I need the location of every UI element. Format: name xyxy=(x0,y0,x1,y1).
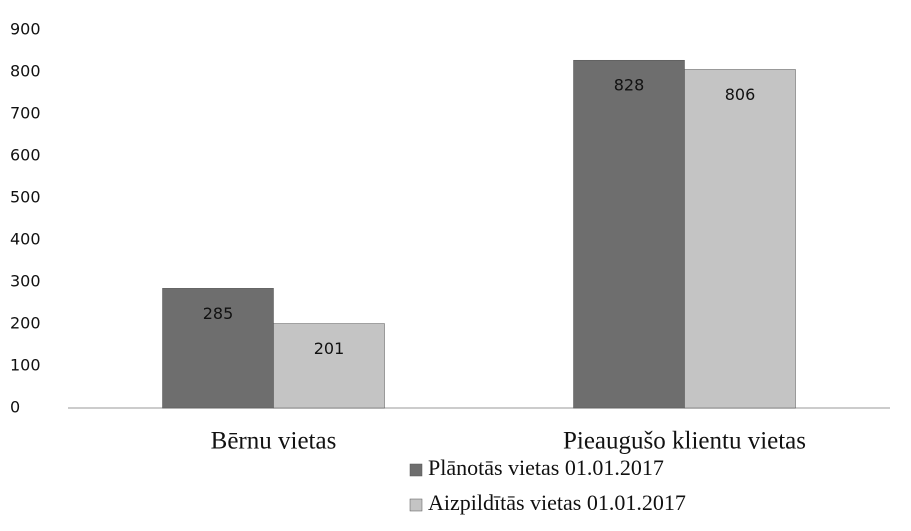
y-tick-label: 200 xyxy=(10,314,41,333)
data-label: 285 xyxy=(203,304,234,323)
legend-swatch xyxy=(409,463,423,477)
y-tick-label: 900 xyxy=(10,20,41,39)
y-tick-label: 400 xyxy=(10,230,41,249)
bar xyxy=(273,323,385,409)
y-tick-label: 100 xyxy=(10,356,41,375)
legend-label: Plānotās vietas 01.01.2017 xyxy=(428,455,664,480)
y-tick-label: 0 xyxy=(10,398,20,417)
legend-label: Aizpildītās vietas 01.01.2017 xyxy=(428,490,686,515)
x-tick-label: Pieaugušo klientu vietas xyxy=(563,428,806,455)
legend-swatch xyxy=(409,498,423,512)
data-label: 828 xyxy=(614,76,645,95)
bar xyxy=(162,288,274,409)
y-tick-label: 500 xyxy=(10,188,41,207)
bar xyxy=(573,59,685,409)
x-tick-label: Bērnu vietas xyxy=(211,428,337,455)
y-tick-label: 700 xyxy=(10,104,41,123)
y-tick-label: 800 xyxy=(10,62,41,81)
y-tick-label: 600 xyxy=(10,146,41,165)
bar xyxy=(684,69,796,409)
y-tick-label: 300 xyxy=(10,272,41,291)
data-label: 806 xyxy=(725,85,756,104)
data-label: 201 xyxy=(314,339,345,358)
